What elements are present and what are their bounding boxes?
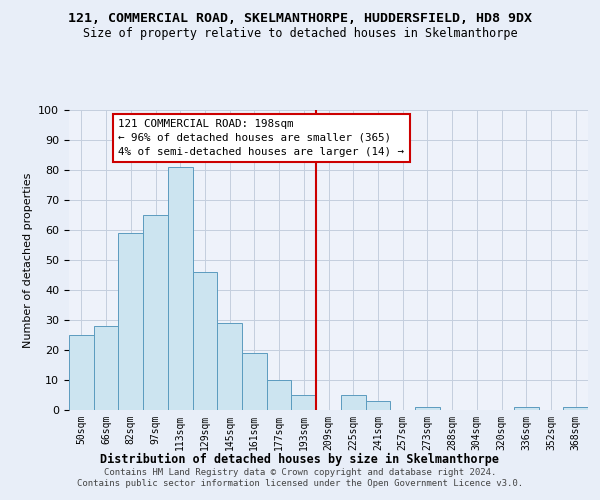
Bar [94,326,118,410]
Bar [242,353,267,410]
Bar [292,395,316,410]
Bar [514,407,539,410]
Bar [341,395,365,410]
Bar [563,407,588,410]
Text: 121 COMMERCIAL ROAD: 198sqm
← 96% of detached houses are smaller (365)
4% of sem: 121 COMMERCIAL ROAD: 198sqm ← 96% of det… [118,119,404,157]
Bar [69,335,94,410]
Text: Contains HM Land Registry data © Crown copyright and database right 2024.
Contai: Contains HM Land Registry data © Crown c… [77,468,523,487]
Bar [168,167,193,410]
Bar [143,215,168,410]
Y-axis label: Number of detached properties: Number of detached properties [23,172,33,348]
Bar [267,380,292,410]
Bar [193,272,217,410]
Bar [118,233,143,410]
Text: Distribution of detached houses by size in Skelmanthorpe: Distribution of detached houses by size … [101,452,499,466]
Text: 121, COMMERCIAL ROAD, SKELMANTHORPE, HUDDERSFIELD, HD8 9DX: 121, COMMERCIAL ROAD, SKELMANTHORPE, HUD… [68,12,532,26]
Bar [217,323,242,410]
Bar [365,401,390,410]
Text: Size of property relative to detached houses in Skelmanthorpe: Size of property relative to detached ho… [83,28,517,40]
Bar [415,407,440,410]
